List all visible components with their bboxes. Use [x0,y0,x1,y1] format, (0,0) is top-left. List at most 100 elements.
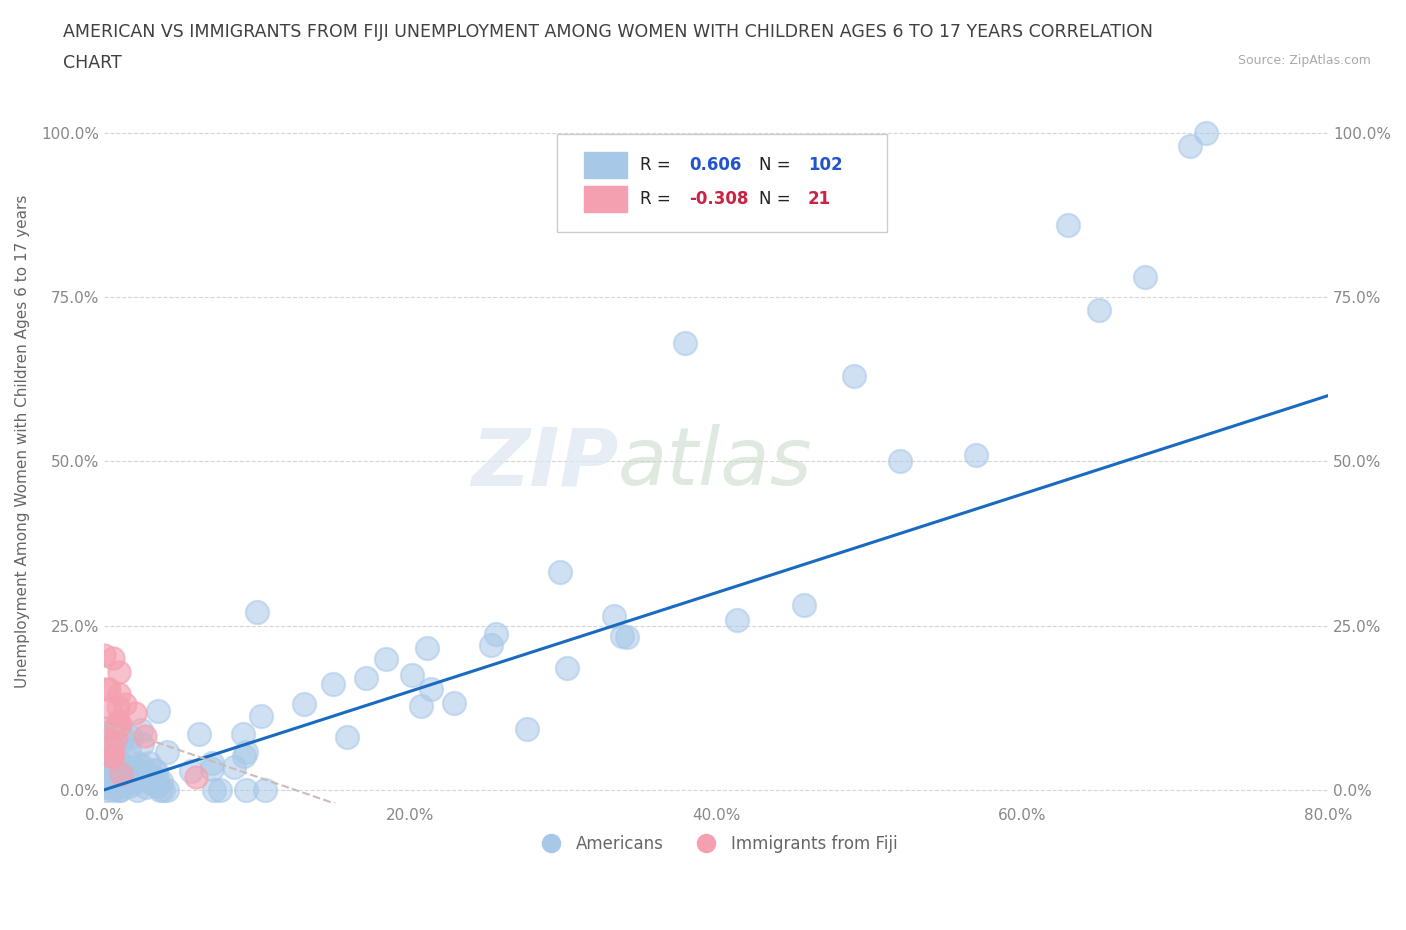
Point [675,336,697,351]
Point [111,778,134,793]
Point [202,782,225,797]
Point [127,782,149,797]
Text: 102: 102 [808,156,842,175]
Point [108,664,131,679]
Point [235,782,257,797]
Point [108,761,131,776]
Text: ZIP: ZIP [471,424,619,502]
Point [107,767,129,782]
Point [401,668,423,683]
Point [201,756,224,771]
Point [612,629,634,644]
Text: Source: ZipAtlas.com: Source: ZipAtlas.com [1237,54,1371,67]
Point [94,782,117,797]
Bar [583,153,627,178]
Point [122,776,145,790]
Point [114,697,136,711]
Point [1133,270,1156,285]
Point [101,763,124,777]
Point [107,775,129,790]
Point [100,750,122,764]
Point [129,723,152,737]
Point [94,773,117,788]
Point [94,758,117,773]
Point [135,779,157,794]
Point [100,723,122,737]
Point [602,609,624,624]
Point [146,704,169,719]
Point [118,778,141,793]
Point [94,779,117,794]
Text: 21: 21 [808,191,831,208]
FancyBboxPatch shape [557,134,887,232]
Point [128,763,150,777]
Point [793,597,815,612]
Point [889,454,911,469]
Point [208,782,231,797]
Point [479,638,502,653]
Y-axis label: Unemployment Among Women with Children Ages 6 to 17 years: Unemployment Among Women with Children A… [15,195,30,688]
Point [108,717,131,732]
Point [411,698,433,713]
Point [842,368,865,383]
Point [101,754,124,769]
Point [105,780,128,795]
Point [136,766,159,781]
Point [356,671,378,685]
Point [94,764,117,778]
Point [111,760,134,775]
Point [616,629,638,644]
Point [555,660,578,675]
Point [184,769,207,784]
Point [101,751,124,766]
Point [129,757,152,772]
Point [180,764,202,778]
Point [152,782,174,797]
Point [107,686,129,701]
Point [105,738,128,753]
Text: R =: R = [640,191,671,208]
Point [121,760,143,775]
Point [253,782,276,797]
Point [112,764,135,778]
Point [108,761,131,776]
Point [322,677,344,692]
Point [443,696,465,711]
Point [96,682,118,697]
Point [141,776,163,790]
Point [96,728,118,743]
Point [108,782,131,797]
Point [150,774,173,789]
Point [516,722,538,737]
Point [965,447,987,462]
Point [138,755,160,770]
Point [94,748,117,763]
Point [101,749,124,764]
Point [374,652,396,667]
Point [110,737,132,751]
Point [104,729,127,744]
Point [336,730,359,745]
Point [107,721,129,736]
Point [143,763,166,777]
Point [107,699,129,714]
Point [134,729,156,744]
Point [105,758,128,773]
Point [108,782,131,797]
Text: atlas: atlas [619,424,813,502]
Point [101,782,124,797]
Point [110,767,132,782]
Point [145,764,167,778]
Point [124,706,146,721]
Point [1195,126,1218,140]
Point [550,565,572,580]
Point [131,737,153,751]
Point [97,764,120,779]
Text: -0.308: -0.308 [689,191,748,208]
Point [108,755,131,770]
Point [201,762,224,777]
Point [1087,302,1109,317]
Point [235,745,257,760]
Point [156,745,179,760]
Point [142,776,165,790]
